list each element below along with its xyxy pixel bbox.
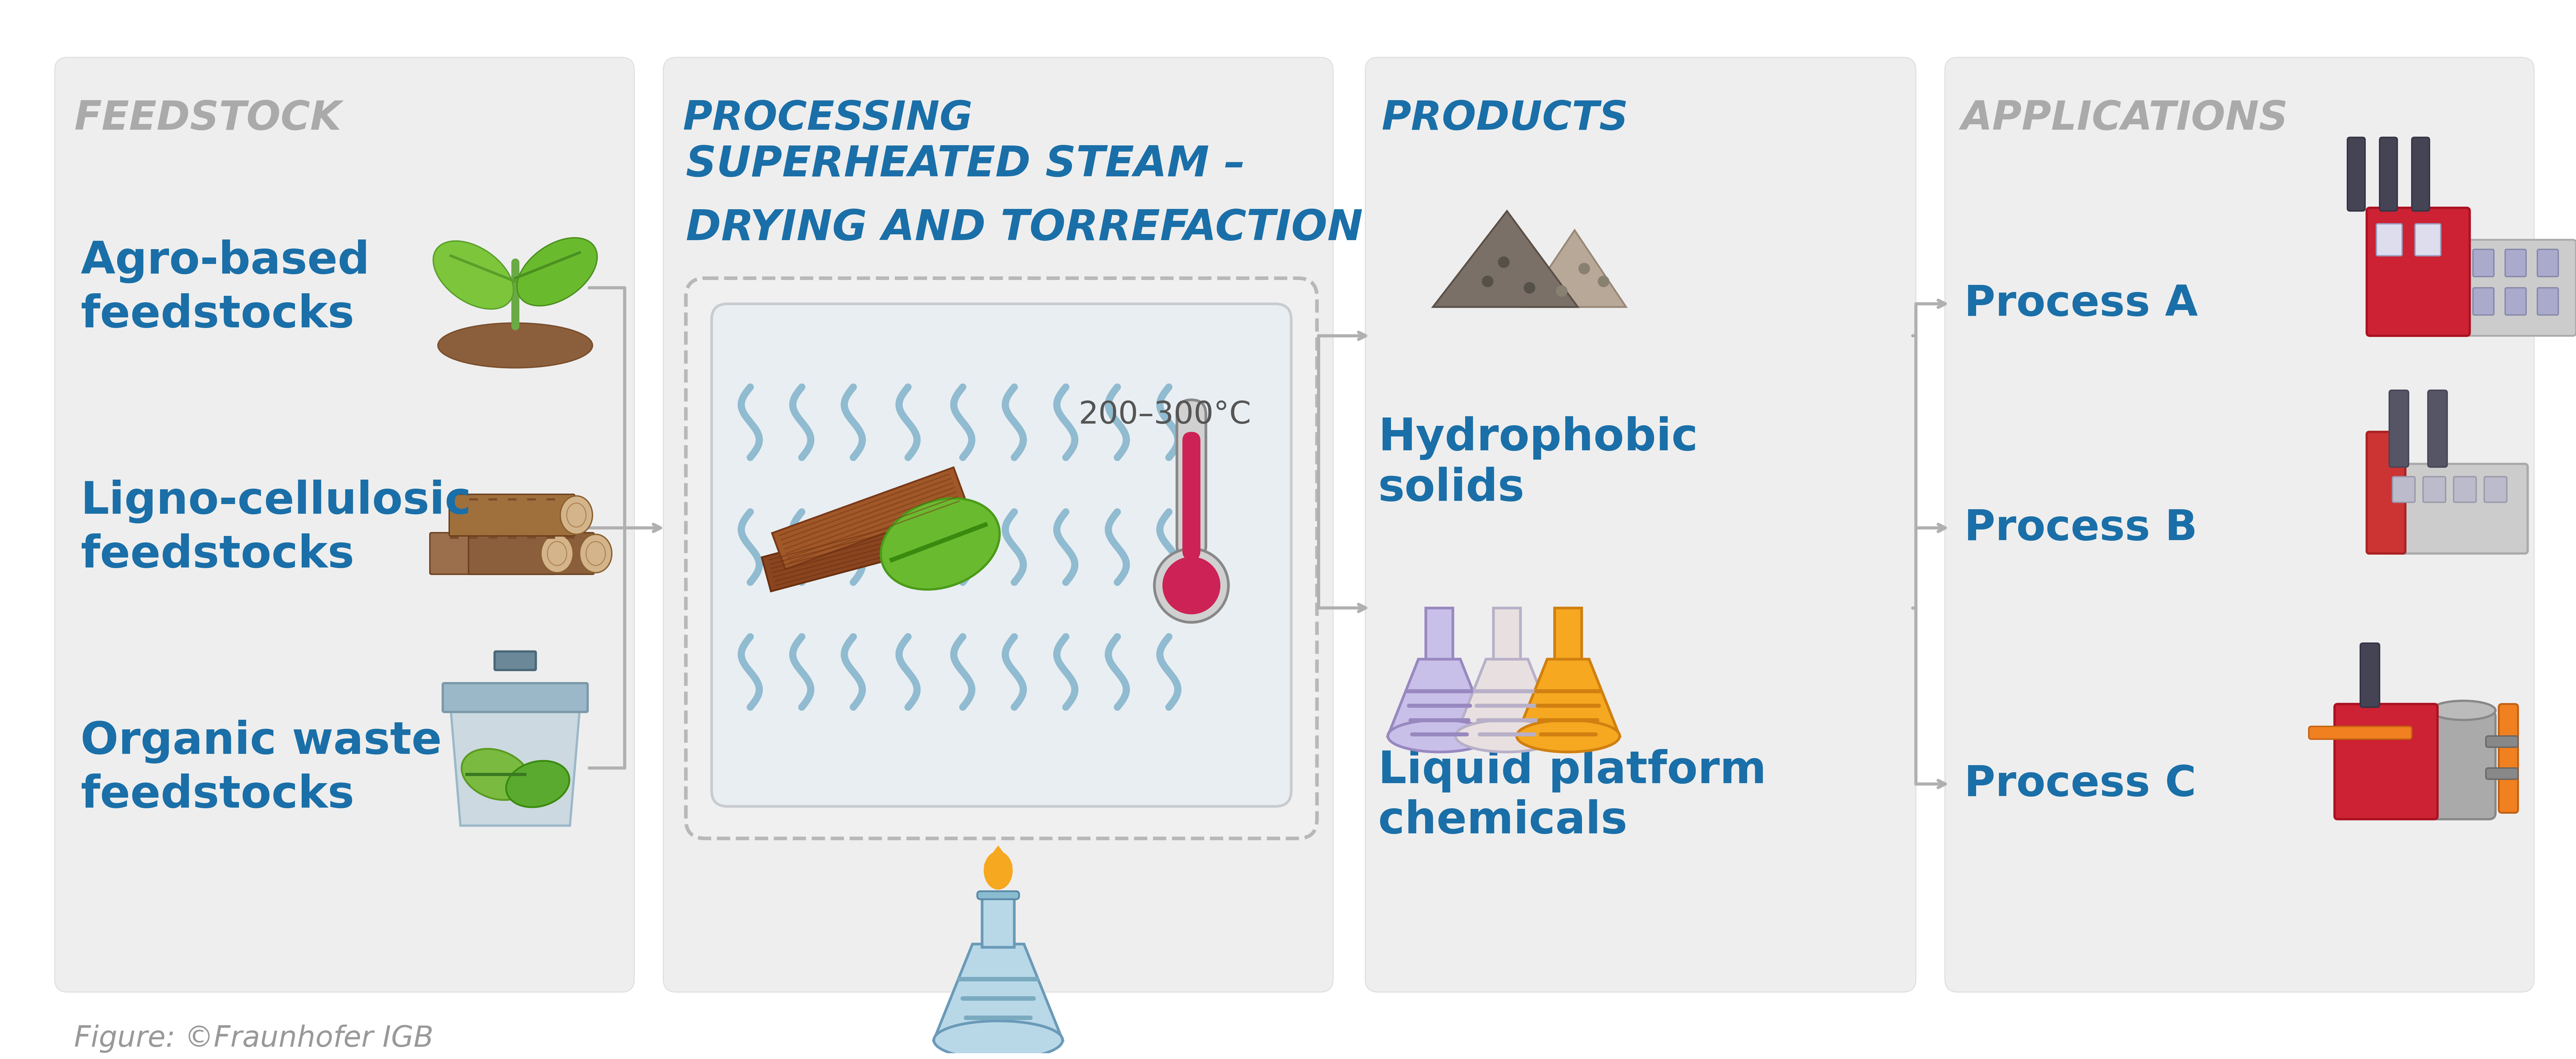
Polygon shape bbox=[933, 945, 1064, 1040]
Text: Process B: Process B bbox=[1965, 507, 2197, 549]
Ellipse shape bbox=[433, 241, 513, 309]
Polygon shape bbox=[984, 900, 1012, 919]
FancyBboxPatch shape bbox=[1494, 608, 1520, 660]
FancyBboxPatch shape bbox=[2393, 477, 2416, 502]
Text: Liquid platform
chemicals: Liquid platform chemicals bbox=[1378, 749, 1767, 843]
Circle shape bbox=[1499, 256, 1510, 268]
FancyBboxPatch shape bbox=[1182, 432, 1200, 560]
Ellipse shape bbox=[1388, 720, 1492, 752]
FancyBboxPatch shape bbox=[2360, 643, 2380, 707]
Polygon shape bbox=[451, 711, 580, 826]
FancyBboxPatch shape bbox=[1365, 57, 1917, 992]
Text: Process C: Process C bbox=[1965, 764, 2197, 805]
FancyBboxPatch shape bbox=[2308, 726, 2411, 739]
Ellipse shape bbox=[518, 238, 598, 306]
Ellipse shape bbox=[881, 499, 999, 590]
FancyBboxPatch shape bbox=[443, 683, 587, 712]
Ellipse shape bbox=[1455, 720, 1558, 752]
FancyBboxPatch shape bbox=[2380, 138, 2398, 211]
FancyBboxPatch shape bbox=[2486, 768, 2519, 779]
Text: PROCESSING: PROCESSING bbox=[683, 100, 974, 138]
Ellipse shape bbox=[562, 496, 592, 535]
FancyBboxPatch shape bbox=[2367, 208, 2470, 336]
Text: Figure: ©Fraunhofer IGB: Figure: ©Fraunhofer IGB bbox=[75, 1024, 433, 1053]
FancyBboxPatch shape bbox=[1945, 57, 2535, 992]
FancyBboxPatch shape bbox=[2347, 138, 2365, 211]
FancyBboxPatch shape bbox=[2499, 704, 2519, 813]
FancyBboxPatch shape bbox=[981, 896, 1015, 948]
FancyBboxPatch shape bbox=[711, 304, 1291, 807]
FancyBboxPatch shape bbox=[2424, 477, 2445, 502]
Circle shape bbox=[1597, 275, 1610, 287]
Text: Ligno-cellulosic
feedstocks: Ligno-cellulosic feedstocks bbox=[80, 480, 471, 577]
Text: PRODUCTS: PRODUCTS bbox=[1381, 100, 1628, 138]
Ellipse shape bbox=[580, 535, 613, 573]
FancyBboxPatch shape bbox=[2483, 477, 2506, 502]
Text: FEEDSTOCK: FEEDSTOCK bbox=[75, 100, 340, 138]
Ellipse shape bbox=[984, 851, 1012, 890]
FancyBboxPatch shape bbox=[2411, 138, 2429, 211]
FancyBboxPatch shape bbox=[1177, 400, 1206, 560]
FancyBboxPatch shape bbox=[976, 892, 1020, 899]
FancyBboxPatch shape bbox=[1556, 608, 1582, 660]
Ellipse shape bbox=[1517, 720, 1620, 752]
FancyBboxPatch shape bbox=[1427, 608, 1453, 660]
FancyBboxPatch shape bbox=[2432, 711, 2496, 820]
Text: Organic waste
feedstocks: Organic waste feedstocks bbox=[80, 719, 443, 816]
Text: SUPERHEATED STEAM –: SUPERHEATED STEAM – bbox=[685, 144, 1244, 185]
FancyBboxPatch shape bbox=[2367, 432, 2406, 554]
FancyBboxPatch shape bbox=[2427, 391, 2447, 467]
FancyBboxPatch shape bbox=[773, 468, 966, 570]
Circle shape bbox=[1162, 557, 1221, 614]
FancyBboxPatch shape bbox=[495, 651, 536, 670]
Polygon shape bbox=[1517, 660, 1620, 736]
FancyBboxPatch shape bbox=[2375, 225, 2401, 256]
Ellipse shape bbox=[541, 535, 572, 573]
FancyBboxPatch shape bbox=[469, 533, 595, 574]
Text: Hydrophobic
solids: Hydrophobic solids bbox=[1378, 416, 1698, 510]
FancyBboxPatch shape bbox=[2334, 704, 2437, 820]
Circle shape bbox=[1579, 263, 1589, 274]
Ellipse shape bbox=[461, 749, 531, 800]
Circle shape bbox=[1481, 275, 1494, 287]
FancyBboxPatch shape bbox=[762, 509, 951, 592]
FancyBboxPatch shape bbox=[2486, 736, 2519, 748]
Circle shape bbox=[1525, 283, 1535, 293]
Text: DRYING AND TORREFACTION: DRYING AND TORREFACTION bbox=[685, 208, 1363, 249]
Ellipse shape bbox=[438, 323, 592, 369]
FancyBboxPatch shape bbox=[448, 495, 574, 536]
Text: APPLICATIONS: APPLICATIONS bbox=[1960, 100, 2287, 138]
FancyBboxPatch shape bbox=[2391, 391, 2409, 467]
FancyBboxPatch shape bbox=[2537, 250, 2558, 276]
Text: Agro-based
feedstocks: Agro-based feedstocks bbox=[80, 239, 368, 337]
FancyBboxPatch shape bbox=[54, 57, 634, 992]
Polygon shape bbox=[1432, 211, 1577, 307]
FancyBboxPatch shape bbox=[2537, 288, 2558, 316]
FancyBboxPatch shape bbox=[685, 279, 1316, 839]
FancyBboxPatch shape bbox=[2416, 225, 2442, 256]
Ellipse shape bbox=[984, 905, 1012, 945]
FancyBboxPatch shape bbox=[2473, 250, 2494, 276]
FancyBboxPatch shape bbox=[665, 57, 1334, 992]
FancyBboxPatch shape bbox=[2473, 288, 2494, 316]
FancyBboxPatch shape bbox=[2504, 288, 2527, 316]
Polygon shape bbox=[1455, 660, 1558, 736]
FancyBboxPatch shape bbox=[2383, 464, 2527, 554]
FancyBboxPatch shape bbox=[2452, 477, 2476, 502]
FancyBboxPatch shape bbox=[2463, 240, 2576, 336]
Circle shape bbox=[1154, 549, 1229, 623]
Text: Process A: Process A bbox=[1965, 284, 2197, 324]
Polygon shape bbox=[1388, 660, 1492, 736]
FancyBboxPatch shape bbox=[430, 533, 556, 574]
FancyBboxPatch shape bbox=[2504, 250, 2527, 276]
Ellipse shape bbox=[505, 761, 569, 807]
Ellipse shape bbox=[2432, 701, 2496, 720]
Ellipse shape bbox=[933, 1021, 1064, 1059]
Polygon shape bbox=[1522, 231, 1625, 307]
Circle shape bbox=[1556, 286, 1566, 297]
Text: 200–300°C: 200–300°C bbox=[1079, 400, 1252, 430]
Polygon shape bbox=[984, 845, 1012, 865]
